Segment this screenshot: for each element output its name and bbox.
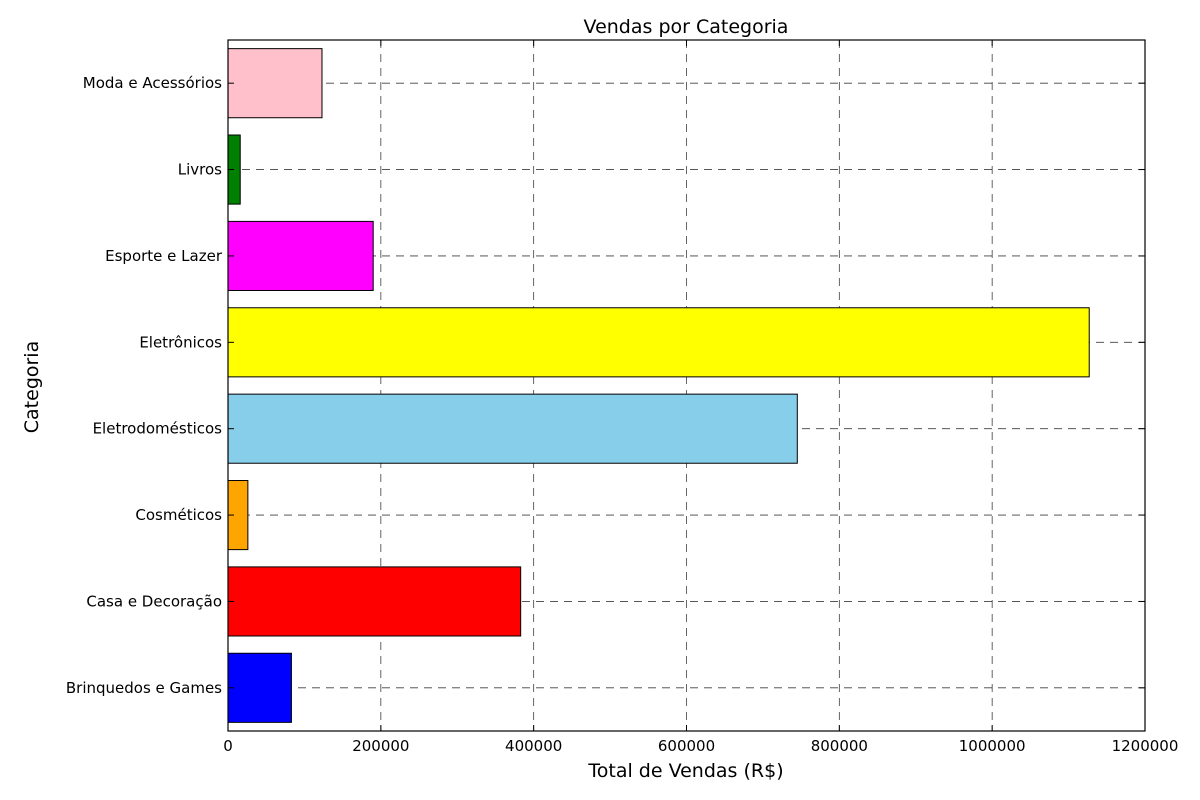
- y-tick-label: Eletrodomésticos: [93, 420, 223, 438]
- bar-eletrodomesticos: [227, 393, 798, 464]
- bar-brinquedos-e-games: [227, 652, 292, 723]
- axes-layer: 0 200000 400000 600000 800000 1000000 1200000 B…: [66, 39, 1179, 755]
- bar-esporte-e-lazer: [227, 220, 374, 291]
- x-tick-label: 800000: [811, 737, 868, 755]
- x-tick-label: 1000000: [959, 737, 1026, 755]
- x-tick-label: 400000: [505, 737, 562, 755]
- y-tick-label: Eletrônicos: [139, 333, 222, 351]
- y-tick-label: Casa e Decoração: [86, 592, 222, 610]
- x-tick-label: 600000: [658, 737, 715, 755]
- y-axis-label: Categoria: [21, 341, 43, 433]
- y-tick-label: Cosméticos: [135, 506, 222, 524]
- y-tick-label: Livros: [178, 161, 222, 179]
- y-tick-label: Esporte e Lazer: [105, 247, 223, 265]
- y-tick-label: Moda e Acessórios: [83, 74, 222, 92]
- bar-moda-e-acessorios: [227, 48, 323, 119]
- x-tick-label: 0: [223, 737, 233, 755]
- bar-eletronicos: [227, 307, 1090, 378]
- chart-title: Vendas por Categoria: [584, 16, 789, 38]
- bar-casa-e-decoracao: [227, 566, 522, 637]
- y-tick-label: Brinquedos e Games: [66, 679, 222, 697]
- bars-layer: [227, 48, 1090, 723]
- x-axis-label: Total de Vendas (R$): [587, 760, 783, 782]
- x-tick-label: 200000: [352, 737, 409, 755]
- x-tick-label: 1200000: [1112, 737, 1179, 755]
